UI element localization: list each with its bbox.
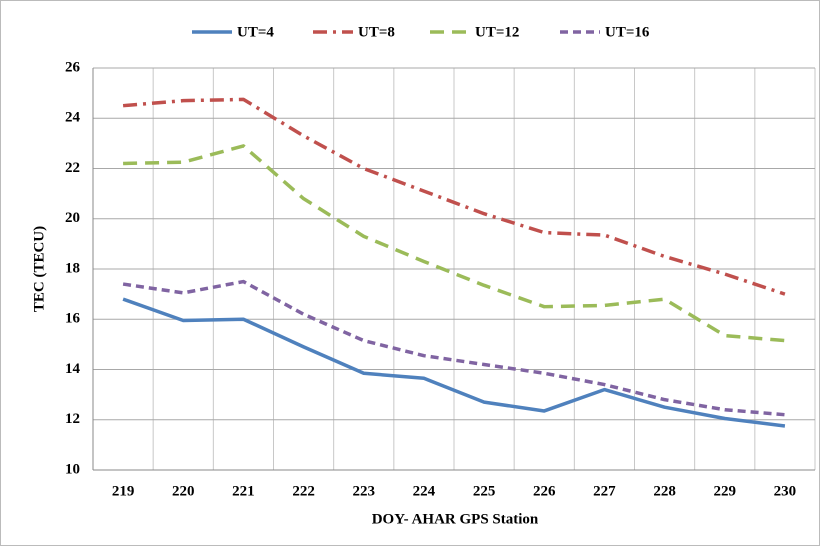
- y-tick-label: 16: [65, 311, 81, 327]
- y-tick-label: 18: [65, 260, 80, 276]
- y-tick-label: 14: [65, 361, 81, 377]
- x-tick-label: 227: [593, 483, 616, 499]
- series-line: [123, 144, 786, 343]
- x-axis-title: DOY- AHAR GPS Station: [372, 511, 539, 527]
- y-tick-label: 20: [65, 210, 80, 226]
- x-tick-label: 222: [292, 483, 315, 499]
- x-tick-label: 221: [232, 483, 255, 499]
- y-tick-label: 12: [65, 411, 80, 427]
- x-tick-label: 224: [413, 483, 436, 499]
- series-line: [122, 279, 786, 417]
- x-tick-label: 219: [112, 483, 135, 499]
- legend-label: UT=16: [605, 24, 650, 40]
- y-tick-label: 24: [65, 110, 81, 126]
- series-line: [122, 297, 786, 428]
- y-tick-label: 10: [65, 461, 80, 477]
- series-line: [122, 97, 786, 296]
- x-tick-label: 225: [473, 483, 496, 499]
- x-tick-label: 228: [653, 483, 676, 499]
- y-tick-label: 26: [65, 59, 81, 75]
- y-tick-label: 22: [65, 160, 80, 176]
- x-tick-label: 226: [533, 483, 556, 499]
- x-tick-label: 230: [774, 483, 797, 499]
- x-tick-label: 220: [172, 483, 195, 499]
- legend-label: UT=4: [237, 24, 274, 40]
- legend-label: UT=12: [475, 24, 519, 40]
- y-axis-title: TEC (TECU): [31, 226, 47, 312]
- x-tick-label: 229: [714, 483, 737, 499]
- legend-label: UT=8: [358, 24, 395, 40]
- x-tick-label: 223: [353, 483, 376, 499]
